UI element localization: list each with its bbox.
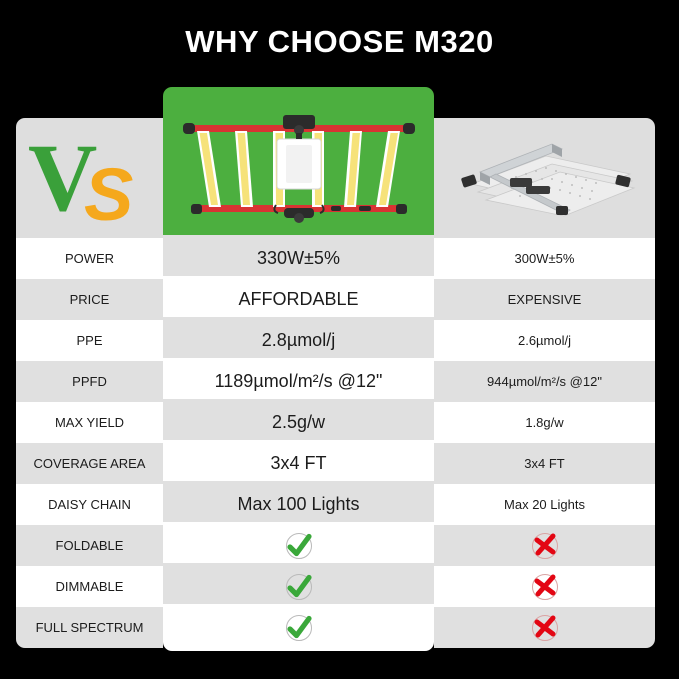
vs-letter-s: S xyxy=(84,153,134,236)
row-label: DAISY CHAIN xyxy=(16,484,163,525)
featured-value-cell xyxy=(163,604,434,651)
comparison-table: POWER 330W±5% 300W±5% PRICE AFFORDABLE EXPENS… xyxy=(0,235,679,653)
table-row: MAX YIELD 2.5g/w 1.8g/w xyxy=(0,399,679,446)
row-label: COVERAGE AREA xyxy=(16,443,163,484)
table-row: DIMMABLE xyxy=(0,563,679,610)
vs-letter-v: V xyxy=(28,124,98,231)
cross-icon xyxy=(531,573,558,600)
competitor-product-panel xyxy=(434,118,655,238)
check-icon xyxy=(285,573,312,600)
row-label: FULL SPECTRUM xyxy=(16,607,163,648)
featured-value-cell xyxy=(163,522,434,569)
competitor-value-cell: Max 20 Lights xyxy=(434,484,655,525)
m320-led-grow-light-icon xyxy=(183,115,415,223)
competitor-value-cell: 1.8g/w xyxy=(434,402,655,443)
featured-value-cell: 2.8µmol/j xyxy=(163,317,434,364)
table-row: DAISY CHAIN Max 100 Lights Max 20 Lights xyxy=(0,481,679,528)
featured-value-cell: 1189µmol/m²/s @12" xyxy=(163,358,434,405)
cross-icon xyxy=(531,532,558,559)
featured-value-cell: 2.5g/w xyxy=(163,399,434,446)
row-label: PPFD xyxy=(16,361,163,402)
table-row: FOLDABLE xyxy=(0,522,679,569)
competitor-value-cell: EXPENSIVE xyxy=(434,279,655,320)
page-title: WHY CHOOSE M320 xyxy=(185,24,494,59)
row-label: FOLDABLE xyxy=(16,525,163,566)
competitor-value-cell xyxy=(434,566,655,607)
table-row: PPE 2.8µmol/j 2.6µmol/j xyxy=(0,317,679,364)
table-row: COVERAGE AREA 3x4 FT 3x4 FT xyxy=(0,440,679,487)
featured-value-cell: 3x4 FT xyxy=(163,440,434,487)
check-icon xyxy=(285,614,312,641)
row-label: PPE xyxy=(16,320,163,361)
competitor-value-cell: 300W±5% xyxy=(434,238,655,279)
vs-logo: V S xyxy=(16,118,163,238)
table-row: POWER 330W±5% 300W±5% xyxy=(0,235,679,282)
row-label: POWER xyxy=(16,238,163,279)
competitor-value-cell: 944µmol/m²/s @12" xyxy=(434,361,655,402)
competitor-value-cell xyxy=(434,607,655,648)
featured-value-cell xyxy=(163,563,434,610)
featured-product-panel xyxy=(163,87,434,238)
row-label: PRICE xyxy=(16,279,163,320)
featured-value-cell: 330W±5% xyxy=(163,235,434,282)
cross-icon xyxy=(531,614,558,641)
competitor-value-cell xyxy=(434,525,655,566)
row-label: MAX YIELD xyxy=(16,402,163,443)
competitor-value-cell: 2.6µmol/j xyxy=(434,320,655,361)
competitor-led-grow-light-icon xyxy=(461,143,636,217)
competitor-value-cell: 3x4 FT xyxy=(434,443,655,484)
featured-value-cell: AFFORDABLE xyxy=(163,276,434,323)
row-label: DIMMABLE xyxy=(16,566,163,607)
table-row: PRICE AFFORDABLE EXPENSIVE xyxy=(0,276,679,323)
table-row: FULL SPECTRUM xyxy=(0,604,679,651)
table-row: PPFD 1189µmol/m²/s @12" 944µmol/m²/s @12" xyxy=(0,358,679,405)
vs-panel: V S xyxy=(16,118,163,238)
featured-value-cell: Max 100 Lights xyxy=(163,481,434,528)
check-icon xyxy=(285,532,312,559)
